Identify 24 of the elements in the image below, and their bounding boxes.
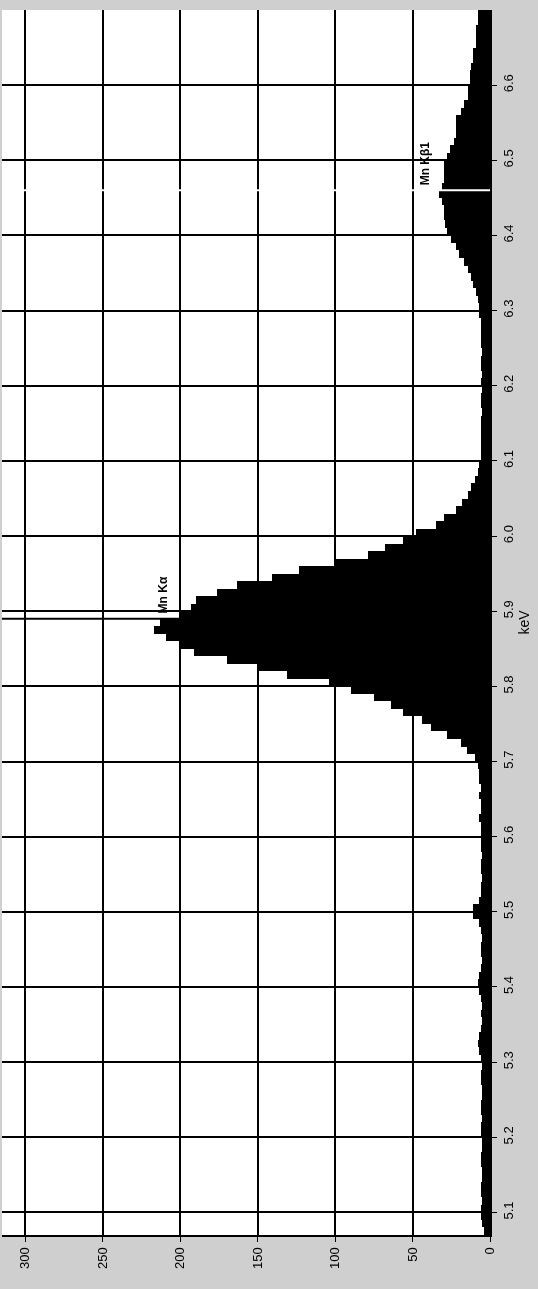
x-tick-label: 200 <box>172 1247 188 1269</box>
x-tick-label: 250 <box>94 1247 110 1269</box>
y-axis-title: keV <box>515 609 532 635</box>
y-tick-label: 6.2 <box>500 374 516 393</box>
y-tick-label: 5.5 <box>500 900 516 919</box>
y-tick-label: 6.0 <box>500 525 516 544</box>
x-tick-label: 100 <box>327 1247 343 1269</box>
y-tick-label: 6.5 <box>500 149 516 168</box>
y-tick-label: 6.1 <box>500 449 516 469</box>
y-tick-label: 5.3 <box>500 1051 516 1070</box>
y-tick-label: 5.7 <box>500 750 516 769</box>
y-tick-label: 6.6 <box>500 74 516 93</box>
y-tick-label: 5.6 <box>500 825 516 844</box>
y-tick-label: 5.2 <box>500 1126 516 1145</box>
y-tick-label: 5.4 <box>500 976 516 995</box>
y-tick-label: 6.3 <box>500 299 516 318</box>
x-tick-label: 150 <box>249 1247 265 1269</box>
y-tick-label: 5.9 <box>500 600 516 619</box>
y-tick-label: 5.1 <box>500 1201 516 1220</box>
x-tick-label: 0 <box>482 1247 498 1255</box>
y-tick-label: 6.4 <box>500 224 516 243</box>
x-tick-label: 50 <box>404 1247 420 1262</box>
y-tick-label: 5.8 <box>500 675 516 694</box>
x-tick-label: 300 <box>17 1247 33 1269</box>
